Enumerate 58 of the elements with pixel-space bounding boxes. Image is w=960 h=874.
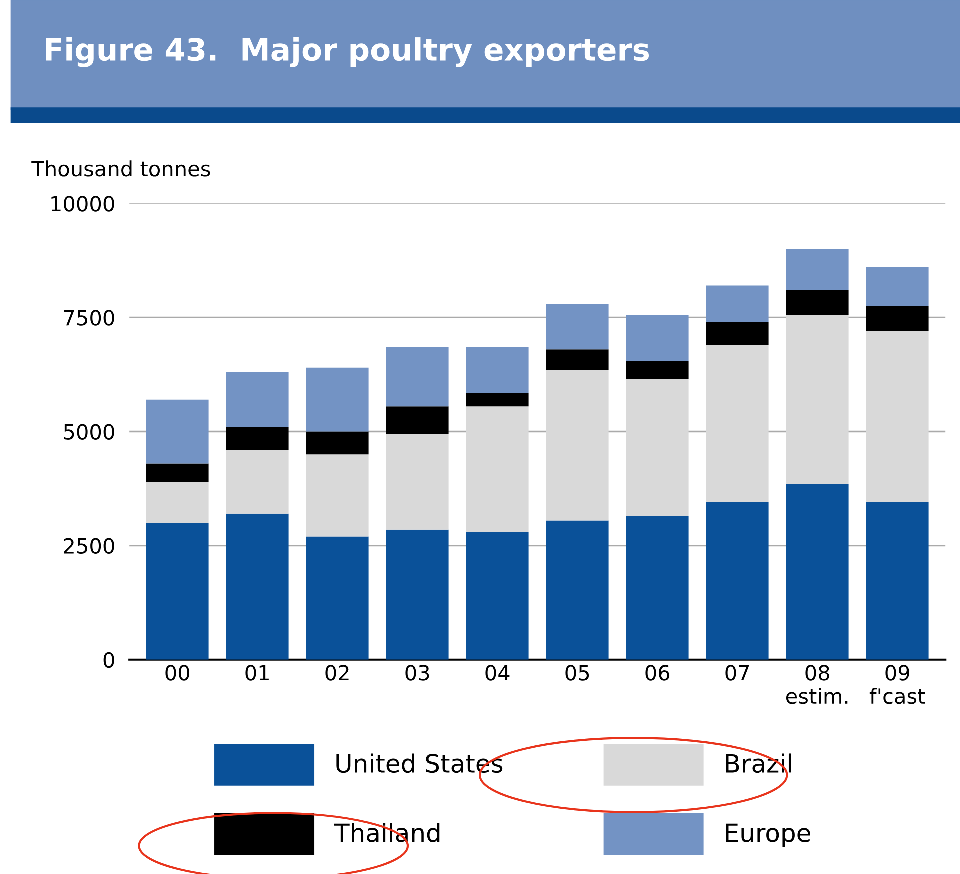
bar	[386, 406, 449, 434]
x-tick-label: 01	[246, 665, 269, 681]
bar	[626, 315, 689, 362]
x-tick-label: 09 f'cast	[870, 665, 926, 704]
bar	[226, 450, 289, 514]
bar	[706, 286, 769, 322]
bar	[386, 347, 449, 407]
x-tick-label: 05	[566, 665, 590, 681]
bar	[226, 372, 289, 428]
y-tick-label: 0	[104, 652, 114, 668]
bar	[466, 532, 529, 660]
bar	[386, 530, 449, 660]
bar	[146, 523, 209, 660]
bar	[786, 290, 849, 316]
y-tick-label: 7500	[64, 310, 114, 326]
x-tick-label: 00	[166, 665, 190, 681]
x-tick-label: 02	[326, 665, 349, 681]
bar	[706, 345, 769, 502]
bar	[306, 368, 369, 432]
bar	[786, 249, 849, 290]
bar	[146, 464, 209, 482]
bar	[626, 379, 689, 516]
bar	[146, 400, 209, 464]
bar	[466, 347, 529, 393]
bar	[306, 454, 369, 537]
bar	[866, 331, 929, 502]
bar	[706, 502, 769, 660]
y-tick-label: 2500	[64, 538, 114, 554]
x-tick-label: 08 estim.	[786, 665, 848, 704]
bar	[306, 432, 369, 455]
bar	[866, 502, 929, 660]
bar	[306, 536, 369, 660]
x-tick-label: 03	[406, 665, 430, 681]
bar	[786, 484, 849, 660]
bar	[226, 514, 289, 660]
bar	[866, 268, 929, 306]
bar	[466, 406, 529, 532]
bar	[546, 370, 609, 521]
y-tick-label: 10000	[52, 196, 114, 212]
bar	[626, 516, 689, 660]
bar	[546, 304, 609, 350]
bar	[786, 315, 849, 484]
x-tick-label: 04	[486, 665, 510, 681]
bar	[866, 306, 929, 332]
legend-label: Europe	[726, 824, 810, 848]
bar	[386, 434, 449, 530]
bar	[546, 520, 609, 660]
y-axis-title: Thousand tonnes	[32, 160, 210, 177]
y-tick-label: 5000	[64, 424, 114, 440]
bar	[466, 392, 529, 407]
x-tick-label: 06	[646, 665, 670, 681]
bar	[546, 350, 609, 370]
x-tick-label: 07	[726, 665, 750, 681]
bar	[226, 427, 289, 450]
bar	[706, 322, 769, 346]
chart-title: Figure 43. Major poultry exporters	[46, 38, 650, 68]
bar	[626, 361, 689, 380]
bar	[146, 482, 209, 523]
